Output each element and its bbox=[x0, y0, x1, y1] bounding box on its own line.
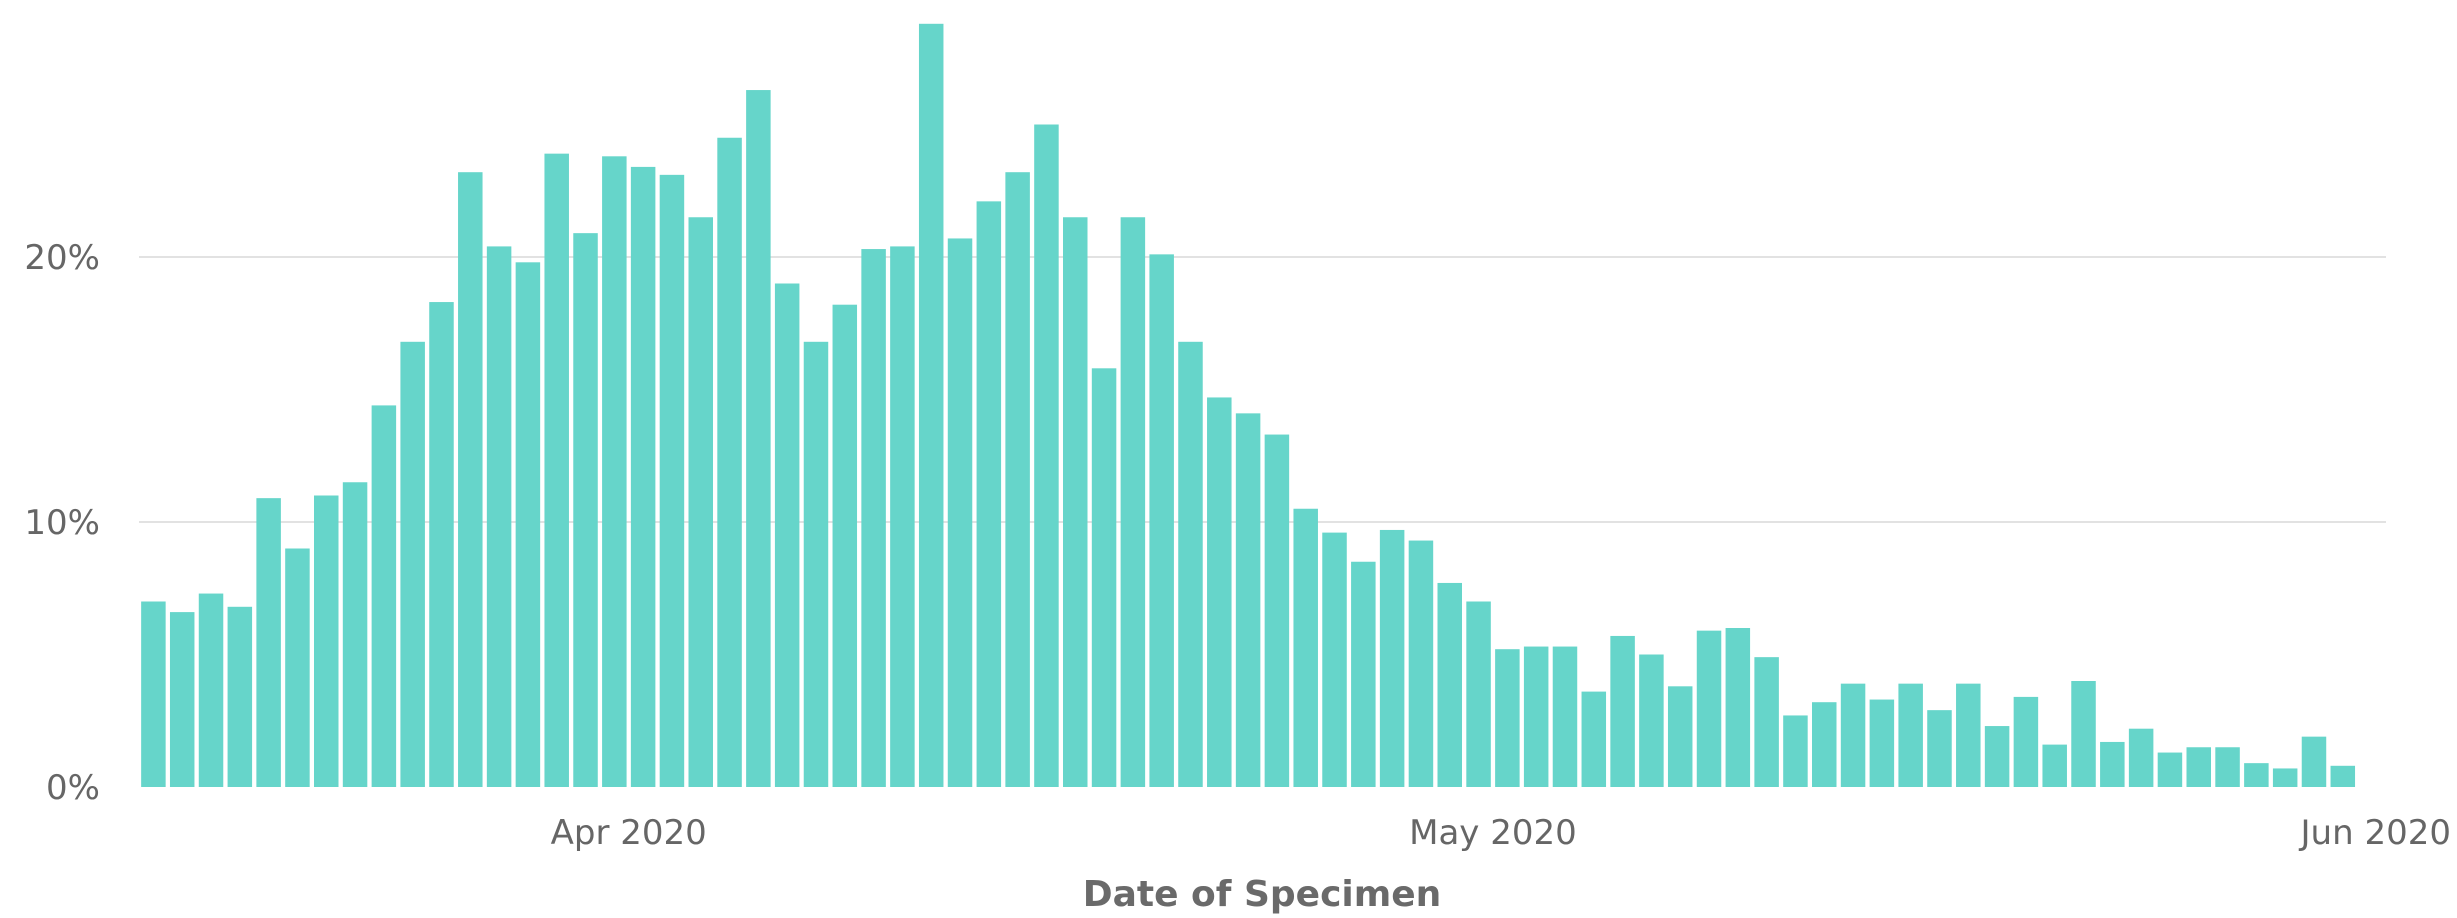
bar-2020-04-05[interactable] bbox=[746, 90, 771, 788]
bar-2020-05-29[interactable] bbox=[2301, 736, 2327, 787]
y-axis-tick-labels: 0% 10% 20% bbox=[24, 238, 100, 808]
x-tick-label: Apr 2020 bbox=[551, 813, 707, 853]
bar-2020-05-21[interactable] bbox=[2071, 681, 2096, 787]
bar-2020-05-24[interactable] bbox=[2157, 752, 2183, 787]
bar-2020-05-27[interactable] bbox=[2244, 763, 2269, 787]
bar-2020-05-13[interactable] bbox=[1840, 683, 1866, 787]
bar-2020-03-15[interactable] bbox=[141, 601, 166, 788]
y-tick-label: 20% bbox=[24, 238, 100, 278]
bar-2020-03-30[interactable] bbox=[573, 233, 598, 787]
bar-2020-05-30[interactable] bbox=[2330, 765, 2356, 787]
bar-2020-05-16[interactable] bbox=[1927, 710, 1952, 787]
bar-2020-04-22[interactable] bbox=[1235, 413, 1261, 787]
bar-2020-05-18[interactable] bbox=[1984, 726, 2010, 787]
bar-2020-04-03[interactable] bbox=[688, 217, 714, 787]
bar-2020-05-06[interactable] bbox=[1639, 654, 1664, 788]
bar-2020-04-01[interactable] bbox=[630, 166, 656, 787]
bar-2020-04-23[interactable] bbox=[1264, 434, 1290, 787]
bar-2020-04-20[interactable] bbox=[1178, 341, 1203, 787]
bar-2020-03-16[interactable] bbox=[169, 612, 195, 787]
bar-2020-04-11[interactable] bbox=[918, 23, 944, 788]
x-tick-label: May 2020 bbox=[1409, 813, 1577, 853]
bar-2020-04-28[interactable] bbox=[1408, 540, 1434, 787]
bar-2020-05-20[interactable] bbox=[2042, 744, 2067, 787]
bar-2020-04-06[interactable] bbox=[774, 283, 800, 788]
bar-2020-05-07[interactable] bbox=[1667, 686, 1693, 787]
bar-2020-04-19[interactable] bbox=[1149, 254, 1174, 788]
bar-2020-04-10[interactable] bbox=[890, 246, 915, 787]
bar-2020-03-26[interactable] bbox=[458, 172, 483, 787]
y-tick-label: 10% bbox=[24, 503, 100, 543]
bar-2020-04-30[interactable] bbox=[1466, 601, 1491, 788]
bar-2020-03-24[interactable] bbox=[400, 341, 425, 787]
bar-2020-04-08[interactable] bbox=[832, 304, 858, 787]
bar-2020-04-25[interactable] bbox=[1322, 532, 1347, 787]
bar-2020-05-22[interactable] bbox=[2100, 741, 2125, 787]
bar-2020-05-25[interactable] bbox=[2186, 747, 2212, 787]
bars bbox=[141, 23, 2356, 788]
bar-2020-04-02[interactable] bbox=[659, 174, 685, 788]
bar-2020-04-18[interactable] bbox=[1120, 217, 1146, 787]
bar-2020-03-23[interactable] bbox=[371, 405, 397, 787]
bar-2020-04-12[interactable] bbox=[947, 238, 973, 787]
bar-2020-04-21[interactable] bbox=[1207, 397, 1232, 787]
bar-2020-03-17[interactable] bbox=[198, 593, 224, 787]
bar-2020-03-27[interactable] bbox=[486, 246, 512, 787]
bar-2020-05-09[interactable] bbox=[1725, 628, 1751, 787]
bar-2020-03-25[interactable] bbox=[429, 302, 454, 787]
bar-2020-03-19[interactable] bbox=[256, 498, 281, 787]
bar-2020-05-08[interactable] bbox=[1696, 630, 1722, 787]
bar-2020-05-28[interactable] bbox=[2272, 768, 2298, 787]
bar-2020-04-29[interactable] bbox=[1437, 582, 1463, 787]
bar-2020-05-03[interactable] bbox=[1552, 646, 1578, 787]
bar-2020-03-31[interactable] bbox=[602, 156, 627, 788]
bar-2020-04-13[interactable] bbox=[976, 201, 1002, 788]
bar-2020-05-12[interactable] bbox=[1812, 702, 1837, 787]
bar-2020-05-19[interactable] bbox=[2013, 696, 2039, 787]
bar-2020-04-04[interactable] bbox=[717, 137, 742, 787]
bar-2020-03-29[interactable] bbox=[544, 153, 569, 787]
bar-2020-04-09[interactable] bbox=[861, 249, 886, 788]
bar-2020-03-18[interactable] bbox=[227, 606, 253, 787]
bar-2020-05-26[interactable] bbox=[2215, 747, 2240, 787]
bar-2020-04-26[interactable] bbox=[1351, 561, 1376, 787]
bar-2020-05-05[interactable] bbox=[1610, 635, 1635, 787]
bar-2020-04-17[interactable] bbox=[1091, 368, 1117, 787]
bar-2020-05-11[interactable] bbox=[1783, 715, 1808, 787]
bar-2020-05-14[interactable] bbox=[1869, 699, 1895, 787]
bar-2020-05-02[interactable] bbox=[1523, 646, 1549, 787]
bar-2020-05-04[interactable] bbox=[1581, 691, 1607, 787]
bar-2020-05-01[interactable] bbox=[1495, 649, 1520, 787]
bar-2020-03-22[interactable] bbox=[342, 482, 368, 787]
bar-2020-05-10[interactable] bbox=[1754, 657, 1779, 787]
bar-2020-03-20[interactable] bbox=[285, 548, 310, 788]
bar-2020-04-27[interactable] bbox=[1379, 529, 1405, 787]
bar-2020-04-14[interactable] bbox=[1005, 172, 1030, 787]
bar-2020-05-15[interactable] bbox=[1898, 683, 1923, 787]
bar-2020-04-07[interactable] bbox=[803, 341, 829, 787]
bar-2020-04-16[interactable] bbox=[1063, 217, 1088, 787]
bar-2020-03-21[interactable] bbox=[314, 495, 339, 788]
x-axis-title: Date of Specimen bbox=[1083, 874, 1442, 915]
bar-2020-03-28[interactable] bbox=[515, 262, 541, 787]
bar-2020-04-24[interactable] bbox=[1293, 508, 1318, 787]
x-axis-tick-labels: Apr 2020 May 2020 Jun 2020 bbox=[551, 813, 2451, 853]
gridlines bbox=[139, 256, 2386, 523]
x-tick-label: Jun 2020 bbox=[2299, 813, 2451, 853]
y-tick-label: 0% bbox=[46, 768, 100, 808]
bar-2020-05-23[interactable] bbox=[2128, 728, 2154, 787]
bar-2020-05-17[interactable] bbox=[1956, 683, 1981, 787]
bar-2020-04-15[interactable] bbox=[1034, 124, 1059, 788]
